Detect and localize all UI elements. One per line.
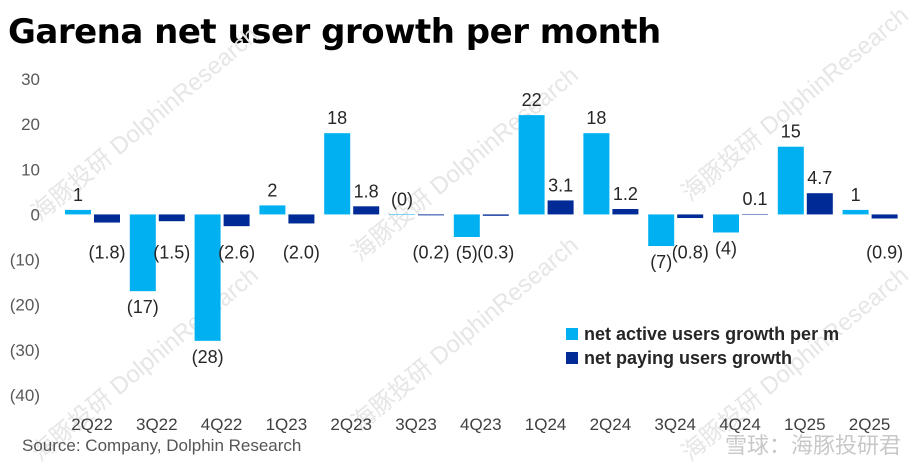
data-label: (28) <box>192 347 224 367</box>
paying-users-bar <box>158 214 185 222</box>
bars <box>65 115 898 341</box>
data-label: 1 <box>851 185 861 205</box>
x-tick-label: 3Q24 <box>654 415 696 434</box>
data-label: 22 <box>522 90 542 110</box>
active-users-bar <box>842 209 869 215</box>
y-tick-label: 20 <box>21 115 40 134</box>
active-users-bar <box>259 205 286 215</box>
y-tick-label: (40) <box>10 386 40 405</box>
data-label: (1.8) <box>88 242 125 262</box>
data-label: 18 <box>586 108 606 128</box>
x-axis-labels: 2Q22 3Q22 4Q22 1Q23 2Q23 3Q23 4Q23 1Q24 2Q24 3Q24… <box>71 415 890 434</box>
corner-watermark: 雪球：海豚投研君 <box>724 433 901 458</box>
data-label: (4) <box>715 238 737 258</box>
source-note: Source: Company, Dolphin Research <box>22 436 302 455</box>
x-tick-label: 1Q25 <box>784 415 826 434</box>
y-tick-label: 0 <box>31 205 40 224</box>
paying-users-bar <box>223 214 250 227</box>
legend: net active users growth per m net paying … <box>566 324 839 368</box>
data-label: (7) <box>650 252 672 272</box>
active-users-bar <box>453 214 480 237</box>
paying-users-bar <box>871 214 898 219</box>
y-tick-label: (30) <box>10 341 40 360</box>
legend-label: net active users growth per m <box>584 324 839 344</box>
x-tick-label: 4Q22 <box>201 415 243 434</box>
y-tick-label: 10 <box>21 160 40 179</box>
legend-label: net paying users growth <box>584 348 792 368</box>
data-label: (0.3) <box>477 242 514 262</box>
x-tick-label: 3Q22 <box>136 415 178 434</box>
y-axis: 30 20 10 0 (10) (20) (30) (40) <box>10 70 40 405</box>
data-label: 18 <box>327 108 347 128</box>
x-tick-label: 2Q23 <box>330 415 372 434</box>
data-label: (0.2) <box>412 242 449 262</box>
data-label: (5) <box>456 243 478 263</box>
paying-users-bar <box>677 214 704 219</box>
x-tick-label: 2Q22 <box>71 415 113 434</box>
active-users-bar <box>648 214 675 247</box>
data-label: 1.2 <box>613 184 638 204</box>
paying-users-bar <box>547 200 574 215</box>
data-label: 1.8 <box>354 181 379 201</box>
active-users-bar <box>194 214 221 341</box>
active-users-bar <box>777 146 804 215</box>
x-tick-label: 2Q25 <box>849 415 891 434</box>
legend-swatch-paying <box>566 352 578 364</box>
data-label: 0.1 <box>742 189 767 209</box>
active-users-bar <box>713 214 739 233</box>
watermark-text: 海豚投研 DolphinResearch <box>27 22 264 227</box>
y-tick-label: 30 <box>21 70 40 89</box>
legend-swatch-active <box>566 328 578 340</box>
paying-users-bar <box>353 206 380 215</box>
data-labels: 1 (1.8) (17) (1.5) (28) (2.6) 2 (2.0) 18 1.8 (0) (0… <box>73 90 903 367</box>
data-label: 15 <box>781 122 801 142</box>
data-label: 2 <box>267 180 277 200</box>
data-label: 3.1 <box>548 175 573 195</box>
x-tick-label: 1Q23 <box>266 415 308 434</box>
x-tick-label: 1Q24 <box>525 415 567 434</box>
paying-users-bar <box>288 214 315 224</box>
data-label: (0.9) <box>866 242 903 262</box>
paying-users-bar <box>482 214 509 216</box>
paying-users-bar <box>612 209 639 215</box>
active-users-bar <box>324 133 351 215</box>
active-users-bar <box>129 214 156 292</box>
watermark-text: 海豚投研 DolphinResearch <box>27 262 264 465</box>
x-tick-label: 4Q23 <box>460 415 502 434</box>
x-tick-label: 4Q24 <box>719 415 761 434</box>
active-users-bar <box>65 209 91 215</box>
data-label: (17) <box>127 297 159 317</box>
paying-users-bar <box>418 214 444 216</box>
chart-title: Garena net user growth per month <box>8 12 661 52</box>
paying-users-bar <box>742 213 768 215</box>
x-tick-label: 3Q23 <box>395 415 437 434</box>
data-label: (2.6) <box>218 242 255 262</box>
y-tick-label: (20) <box>10 296 40 315</box>
data-label: 4.7 <box>807 168 832 188</box>
data-label: (0.8) <box>672 242 709 262</box>
data-label: (2.0) <box>283 242 320 262</box>
x-tick-label: 2Q24 <box>590 415 632 434</box>
y-tick-label: (10) <box>10 251 40 270</box>
data-label: 1 <box>73 185 83 205</box>
data-label: (0) <box>391 189 413 209</box>
paying-users-bar <box>94 214 120 223</box>
active-users-bar <box>389 214 415 215</box>
active-users-bar <box>518 115 545 215</box>
active-users-bar <box>583 133 610 215</box>
data-label: (1.5) <box>153 242 190 262</box>
paying-users-bar <box>806 193 833 215</box>
